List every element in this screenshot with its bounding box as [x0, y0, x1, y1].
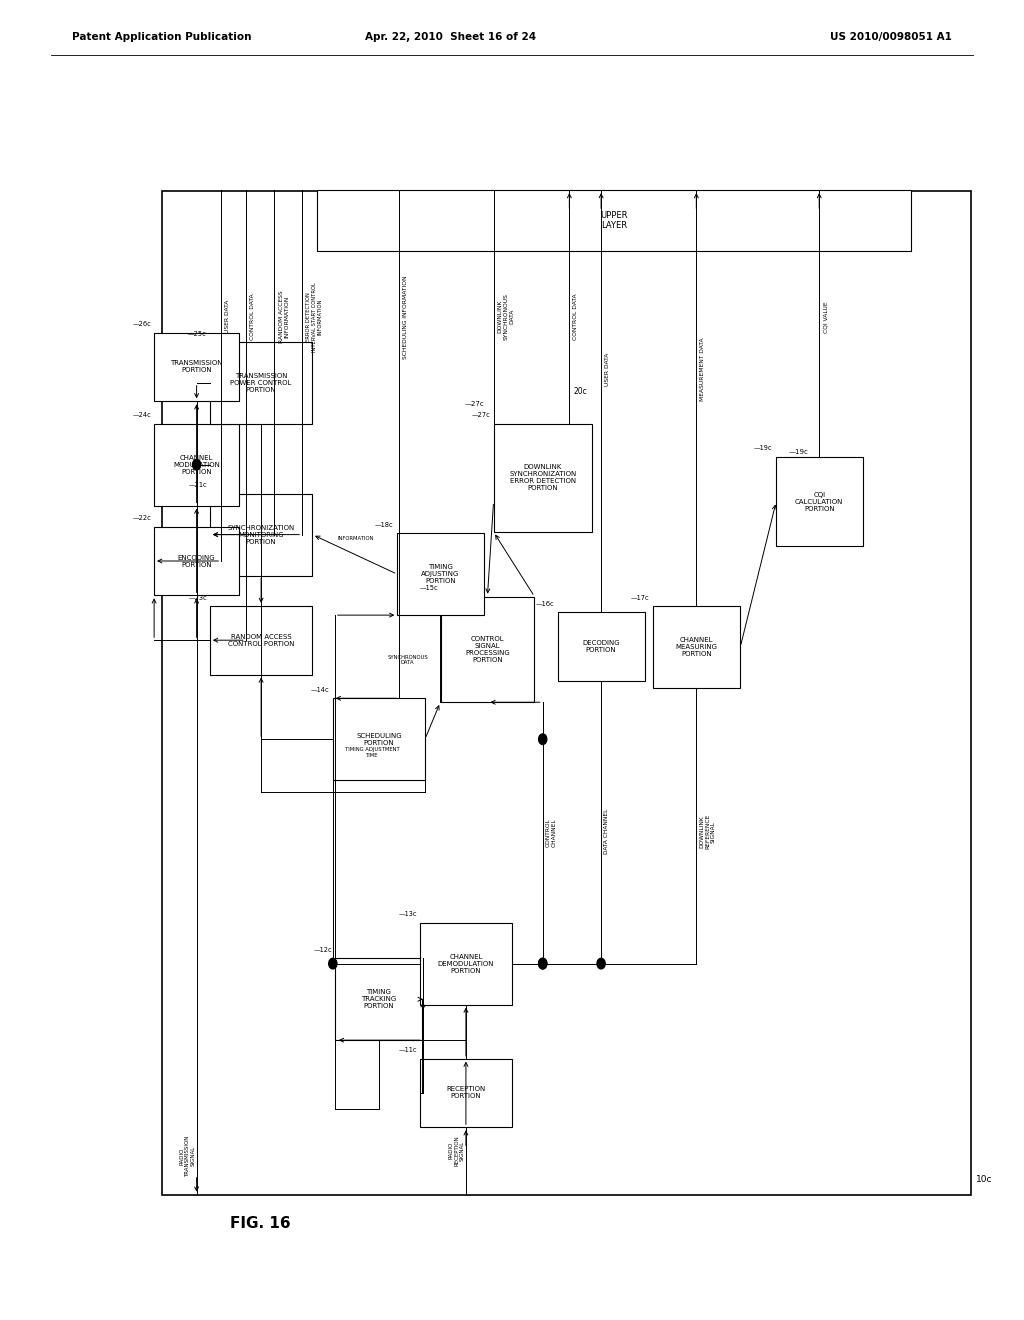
Text: CONTROL
CHANNEL: CONTROL CHANNEL — [546, 818, 557, 847]
Text: USER DATA: USER DATA — [605, 352, 610, 387]
Text: INFORMATION: INFORMATION — [337, 536, 374, 541]
Text: RANDOM ACCESS
INFORMATION: RANDOM ACCESS INFORMATION — [279, 290, 290, 343]
Text: TRANSMISSION
POWER CONTROL
PORTION: TRANSMISSION POWER CONTROL PORTION — [230, 372, 292, 393]
Bar — [210, 606, 312, 675]
Text: DOWNLINK
SYNCHRONOUS
DATA: DOWNLINK SYNCHRONOUS DATA — [498, 293, 514, 341]
Text: DECODING
PORTION: DECODING PORTION — [583, 640, 620, 653]
Text: —18c: —18c — [375, 521, 393, 528]
Text: MEASUREMENT DATA: MEASUREMENT DATA — [700, 338, 706, 401]
Bar — [420, 923, 512, 1005]
Text: DOWNLINK
REFERENCE
SIGNAL: DOWNLINK REFERENCE SIGNAL — [699, 814, 716, 849]
Text: —19c: —19c — [790, 449, 809, 455]
Text: —27c: —27c — [472, 412, 490, 418]
Text: —16c: —16c — [536, 601, 555, 607]
Text: —15c: —15c — [420, 585, 438, 591]
Text: CONTROL
SIGNAL
PROCESSING
PORTION: CONTROL SIGNAL PROCESSING PORTION — [465, 636, 510, 663]
Text: UPPER
LAYER: UPPER LAYER — [601, 211, 628, 230]
Text: CQI VALUE: CQI VALUE — [823, 301, 828, 333]
Circle shape — [539, 958, 547, 969]
Bar — [557, 612, 645, 681]
Bar — [154, 333, 239, 401]
Text: —14c: —14c — [311, 686, 330, 693]
Text: —21c: —21c — [188, 482, 207, 488]
Bar — [317, 190, 911, 251]
Text: ERROR DETECTION
INTERVAL START CONTROL
INFORMATION: ERROR DETECTION INTERVAL START CONTROL I… — [306, 282, 323, 351]
Text: TIMING
ADJUSTING
PORTION: TIMING ADJUSTING PORTION — [421, 564, 460, 585]
Text: TIMING ADJUSTMENT
TIME: TIMING ADJUSTMENT TIME — [345, 747, 399, 758]
Circle shape — [193, 459, 201, 470]
Text: —25c: —25c — [188, 330, 207, 337]
Text: SCHEDULING
PORTION: SCHEDULING PORTION — [356, 733, 401, 746]
Text: —11c: —11c — [398, 1047, 417, 1053]
Circle shape — [539, 734, 547, 744]
Text: —27c: —27c — [465, 400, 484, 407]
Text: CONTROL DATA: CONTROL DATA — [573, 293, 579, 341]
Bar — [154, 424, 239, 506]
Text: CONTROL DATA: CONTROL DATA — [250, 293, 255, 341]
Text: Patent Application Publication: Patent Application Publication — [72, 32, 251, 42]
Circle shape — [597, 958, 605, 969]
Text: —12c: —12c — [313, 946, 332, 953]
Text: 20c: 20c — [573, 387, 587, 396]
Text: TIMING
TRACKING
PORTION: TIMING TRACKING PORTION — [361, 989, 396, 1010]
Bar — [776, 457, 862, 546]
Text: FIG. 16: FIG. 16 — [230, 1216, 291, 1232]
Text: CHANNEL
MEASURING
PORTION: CHANNEL MEASURING PORTION — [675, 636, 718, 657]
Bar — [210, 494, 312, 576]
Text: SYNCHRONOUS
DATA: SYNCHRONOUS DATA — [387, 655, 428, 665]
Text: US 2010/0098051 A1: US 2010/0098051 A1 — [830, 32, 952, 42]
Text: CHANNEL
MODULATION
PORTION: CHANNEL MODULATION PORTION — [173, 454, 220, 475]
Text: 10c: 10c — [976, 1175, 992, 1184]
Text: CQI
CALCULATION
PORTION: CQI CALCULATION PORTION — [795, 491, 844, 512]
Circle shape — [539, 958, 547, 969]
Text: SYNCHRONIZATION
MONITORING
PORTION: SYNCHRONIZATION MONITORING PORTION — [227, 524, 295, 545]
Bar — [653, 606, 739, 688]
Text: RADIO
TRANSMISSION
SIGNAL: RADIO TRANSMISSION SIGNAL — [179, 1135, 196, 1176]
Text: SCHEDULING INFORMATION: SCHEDULING INFORMATION — [403, 275, 409, 359]
Text: RECEPTION
PORTION: RECEPTION PORTION — [446, 1086, 485, 1100]
Text: USER DATA: USER DATA — [225, 300, 230, 334]
Text: DOWNLINK
SYNCHRONIZATION
ERROR DETECTION
PORTION: DOWNLINK SYNCHRONIZATION ERROR DETECTION… — [509, 465, 577, 491]
Text: ENCODING
PORTION: ENCODING PORTION — [178, 554, 215, 568]
Text: RADIO
RECEPTION
SIGNAL: RADIO RECEPTION SIGNAL — [449, 1135, 465, 1166]
Bar — [333, 698, 425, 780]
Bar — [494, 424, 592, 532]
Bar — [162, 191, 971, 1195]
Text: RANDOM ACCESS
CONTROL PORTION: RANDOM ACCESS CONTROL PORTION — [228, 634, 294, 647]
Bar — [336, 958, 423, 1040]
Text: CHANNEL
DEMODULATION
PORTION: CHANNEL DEMODULATION PORTION — [437, 953, 495, 974]
Text: —13c: —13c — [398, 911, 417, 917]
Text: —24c: —24c — [132, 412, 152, 418]
Text: —19c: —19c — [754, 445, 773, 451]
Bar — [420, 1059, 512, 1127]
Bar — [154, 527, 239, 595]
Text: —26c: —26c — [132, 321, 152, 327]
Bar — [210, 342, 312, 424]
Text: DATA CHANNEL: DATA CHANNEL — [604, 809, 609, 854]
Bar — [441, 597, 534, 702]
Text: —23c: —23c — [188, 594, 207, 601]
Circle shape — [329, 958, 337, 969]
Text: —17c: —17c — [631, 594, 650, 601]
Text: —22c: —22c — [132, 515, 152, 521]
Text: TRANSMISSION
PORTION: TRANSMISSION PORTION — [170, 360, 223, 374]
Bar — [397, 533, 484, 615]
Text: Apr. 22, 2010  Sheet 16 of 24: Apr. 22, 2010 Sheet 16 of 24 — [365, 32, 537, 42]
